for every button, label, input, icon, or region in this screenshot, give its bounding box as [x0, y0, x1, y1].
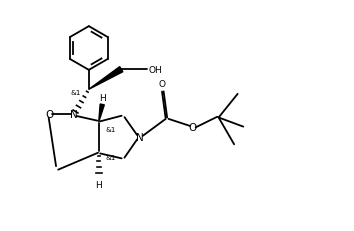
Text: O: O — [159, 79, 166, 88]
Text: &1: &1 — [105, 155, 115, 161]
Text: H: H — [95, 180, 102, 189]
Text: &1: &1 — [105, 126, 115, 132]
Text: OH: OH — [149, 65, 162, 74]
Text: N: N — [136, 133, 144, 143]
Polygon shape — [89, 67, 123, 90]
Text: &1: &1 — [71, 90, 81, 96]
Polygon shape — [99, 105, 104, 122]
Text: O: O — [45, 109, 53, 119]
Text: H: H — [99, 93, 106, 102]
Text: O: O — [189, 122, 197, 132]
Text: N: N — [70, 109, 78, 119]
